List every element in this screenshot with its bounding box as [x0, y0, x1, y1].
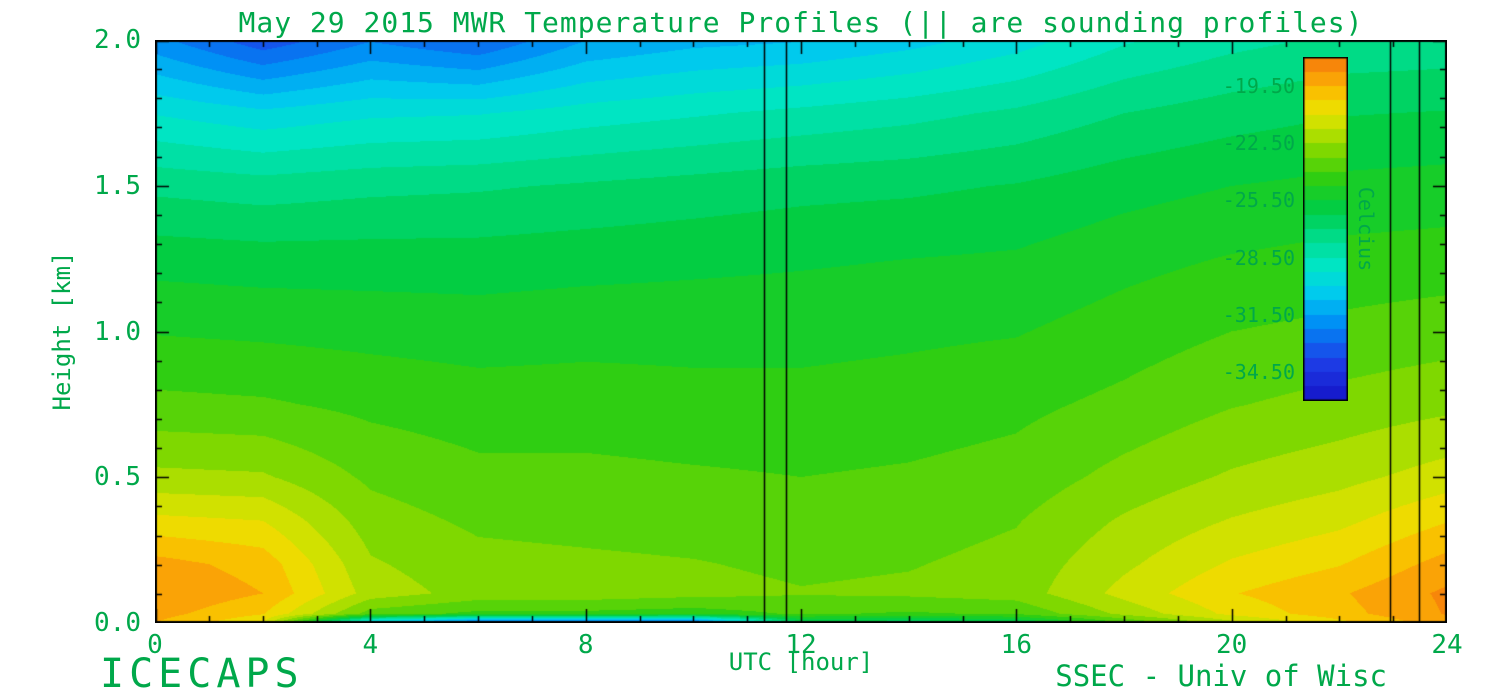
y-axis-title: Height [km] [48, 251, 76, 411]
y-tick-label: 1.0 [94, 316, 141, 347]
footer-right-credit: SSEC - Univ of Wisc [1055, 659, 1387, 693]
x-axis-title: UTC [hour] [728, 648, 874, 676]
heatmap-canvas [155, 40, 1447, 623]
y-tick-label: 1.5 [94, 170, 141, 201]
y-tick-label: 2.0 [94, 25, 141, 55]
colorbar-tick-label: -25.50 [1222, 188, 1295, 213]
colorbar-tick-label: -34.50 [1222, 360, 1295, 385]
x-tick-label: 24 [1431, 630, 1463, 660]
colorbar-tick-label: -19.50 [1222, 73, 1295, 98]
colorbar-tick-label: -28.50 [1222, 245, 1295, 270]
colorbar-title: Celcius [1354, 186, 1378, 272]
y-tick-label: 0.0 [94, 608, 141, 638]
x-tick-label: 16 [1000, 630, 1032, 660]
colorbar-tick-label: -22.50 [1222, 131, 1295, 155]
colorbar-canvas [1303, 57, 1348, 401]
chart-title: May 29 2015 MWR Temperature Profiles (||… [238, 6, 1364, 39]
x-tick-label: 4 [362, 630, 379, 660]
x-tick-label: 12 [785, 630, 817, 660]
colorbar-tick-label: -31.50 [1222, 303, 1295, 327]
y-tick-label: 0.5 [94, 462, 141, 493]
x-tick-label: 8 [577, 630, 594, 660]
footer-left-logo: ICECAPS [100, 651, 304, 697]
x-tick-label: 0 [147, 630, 163, 660]
x-tick-label: 20 [1216, 630, 1248, 660]
